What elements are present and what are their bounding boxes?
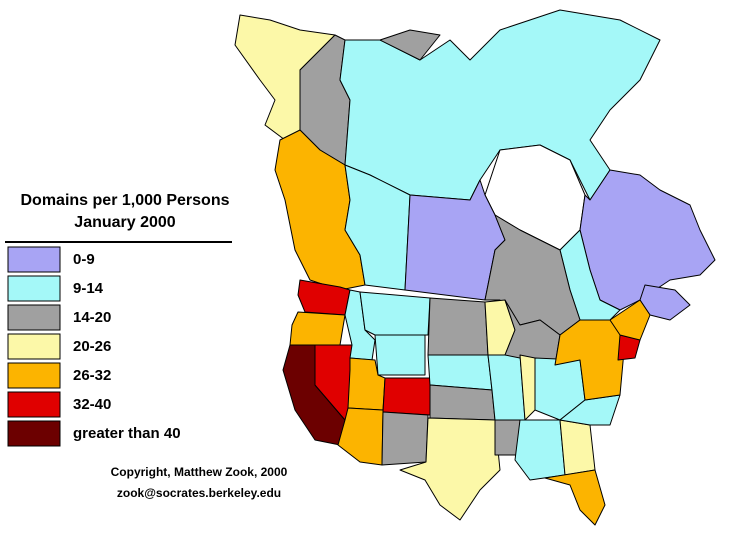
new-england-north: [609, 299, 651, 341]
legend: Domains per 1,000 Persons January 2000 0-9…: [7, 192, 230, 447]
legend-label: 20-26: [73, 338, 111, 355]
georgia: [559, 419, 596, 476]
wyoming: [374, 334, 426, 376]
footer-text: Copyright, Matthew Zook, 2000: [111, 465, 288, 479]
florida: [544, 469, 606, 526]
montana: [359, 291, 431, 336]
legend-swatch: [7, 246, 61, 273]
legend-label: 0-9: [73, 251, 95, 268]
legend-swatch: [7, 333, 61, 360]
mid-atlantic: [554, 319, 626, 401]
alberta: [344, 164, 411, 291]
footer-text: zook@socrates.berkeley.edu: [117, 486, 281, 500]
oregon: [289, 311, 346, 346]
dakotas: [427, 297, 489, 356]
mississippi-alabama: [514, 419, 566, 481]
footer: Copyright, Matthew Zook, 2000 zook@socrat…: [111, 465, 288, 500]
islands-gray: [379, 29, 441, 61]
map: [234, 9, 716, 526]
legend-swatch: [7, 420, 61, 447]
legend-swatch: [7, 304, 61, 331]
new-mexico: [381, 411, 429, 466]
legend-label: 9-14: [73, 280, 104, 297]
legend-swatch: [7, 362, 61, 389]
nebraska: [427, 354, 493, 391]
iowa-missouri: [487, 354, 526, 421]
legend-title: Domains per 1,000 Persons: [21, 192, 230, 209]
legend-swatch: [7, 391, 61, 418]
arizona: [337, 407, 384, 466]
legend-title: January 2000: [74, 214, 176, 231]
legend-label: 14-20: [73, 309, 111, 326]
legend-label: greater than 40: [73, 425, 181, 442]
legend-swatch: [7, 275, 61, 302]
legend-label: 32-40: [73, 396, 111, 413]
colorado: [382, 377, 431, 416]
kansas: [429, 384, 496, 421]
legend-label: 26-32: [73, 367, 111, 384]
